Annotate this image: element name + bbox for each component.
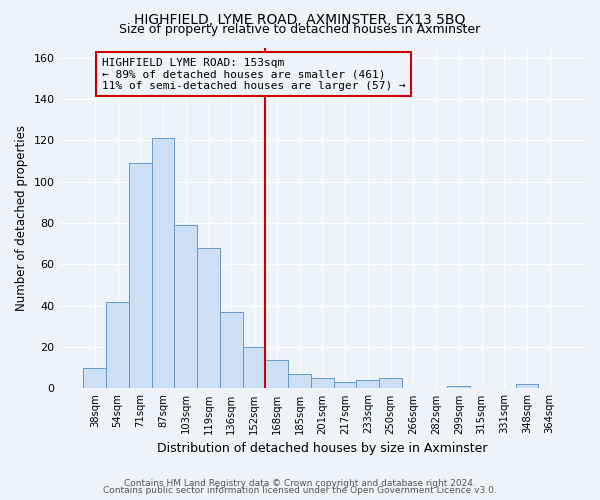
Bar — [106, 302, 129, 388]
Text: Contains public sector information licensed under the Open Government Licence v3: Contains public sector information licen… — [103, 486, 497, 495]
Bar — [175, 225, 197, 388]
Text: Size of property relative to detached houses in Axminster: Size of property relative to detached ho… — [119, 22, 481, 36]
Bar — [356, 380, 379, 388]
Bar — [242, 347, 265, 389]
Bar — [379, 378, 402, 388]
X-axis label: Distribution of detached houses by size in Axminster: Distribution of detached houses by size … — [157, 442, 488, 455]
Bar — [265, 360, 288, 388]
Bar — [129, 163, 152, 388]
Bar — [288, 374, 311, 388]
Text: HIGHFIELD, LYME ROAD, AXMINSTER, EX13 5BQ: HIGHFIELD, LYME ROAD, AXMINSTER, EX13 5B… — [134, 12, 466, 26]
Bar — [197, 248, 220, 388]
Bar — [515, 384, 538, 388]
Bar — [83, 368, 106, 388]
Text: Contains HM Land Registry data © Crown copyright and database right 2024.: Contains HM Land Registry data © Crown c… — [124, 478, 476, 488]
Bar — [220, 312, 242, 388]
Bar — [152, 138, 175, 388]
Bar — [311, 378, 334, 388]
Text: HIGHFIELD LYME ROAD: 153sqm
← 89% of detached houses are smaller (461)
11% of se: HIGHFIELD LYME ROAD: 153sqm ← 89% of det… — [101, 58, 406, 91]
Bar — [334, 382, 356, 388]
Bar — [448, 386, 470, 388]
Y-axis label: Number of detached properties: Number of detached properties — [15, 125, 28, 311]
